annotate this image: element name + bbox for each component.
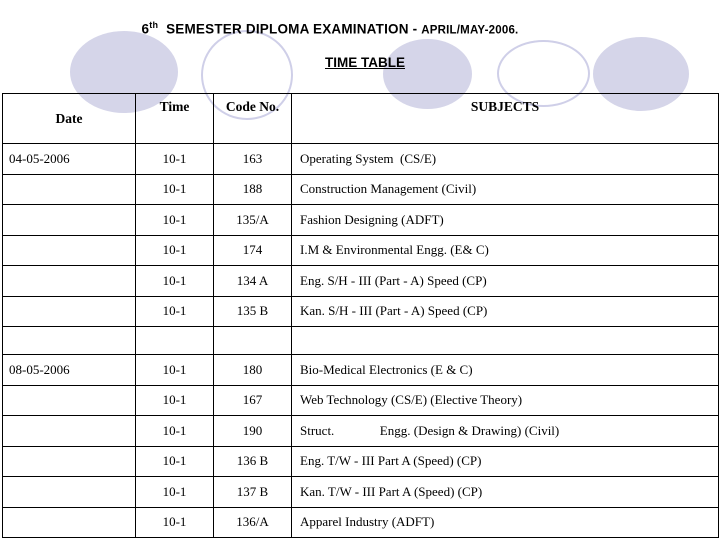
code-cell: 180	[213, 354, 292, 386]
date-cell	[2, 506, 136, 538]
subject-cell: Kan. S/H - III (Part - A) Speed (CP)	[291, 295, 719, 327]
date-cell	[2, 173, 136, 205]
code-cell: 190	[213, 415, 292, 447]
time-cell: 10-1	[135, 415, 214, 447]
table-row: 10-1 174 I.M & Environmental Engg. (E& C…	[2, 234, 719, 266]
title-ordinal: th	[149, 20, 159, 30]
exam-timetable: Date Time Code No. SUBJECTS 04-05-2006 1…	[2, 93, 719, 538]
code-cell: 167	[213, 384, 292, 416]
table-row: 10-1 167 Web Technology (CS/E) (Elective…	[2, 384, 719, 416]
page-title: 6th SEMESTER DIPLOMA EXAMINATION - APRIL…	[0, 20, 660, 37]
date-cell	[2, 295, 136, 327]
date-cell	[2, 445, 136, 477]
column-header-subjects: SUBJECTS	[291, 93, 719, 144]
date-cell	[2, 384, 136, 416]
code-cell: 135 B	[213, 295, 292, 327]
subject-cell: Eng. T/W - III Part A (Speed) (CP)	[291, 445, 719, 477]
date-cell: 08-05-2006	[2, 354, 136, 386]
subject-cell: I.M & Environmental Engg. (E& C)	[291, 234, 719, 266]
date-cell	[2, 476, 136, 508]
time-cell: 10-1	[135, 265, 214, 297]
table-row: 10-1 134 A Eng. S/H - III (Part - A) Spe…	[2, 265, 719, 297]
subject-cell: Operating System (CS/E)	[291, 143, 719, 175]
subject-cell: Kan. T/W - III Part A (Speed) (CP)	[291, 476, 719, 508]
time-cell: 10-1	[135, 143, 214, 175]
table-row: 10-1 135 B Kan. S/H - III (Part - A) Spe…	[2, 295, 719, 327]
subject-cell	[291, 326, 719, 355]
date-cell	[2, 204, 136, 236]
date-cell	[2, 265, 136, 297]
table-row: 10-1 136 B Eng. T/W - III Part A (Speed)…	[2, 445, 719, 477]
table-row-blank	[2, 326, 719, 355]
date-cell	[2, 326, 136, 355]
table-row: 04-05-2006 10-1 163 Operating System (CS…	[2, 143, 719, 175]
subject-cell: Bio-Medical Electronics (E & C)	[291, 354, 719, 386]
page-subtitle: TIME TABLE	[325, 55, 405, 70]
code-cell: 134 A	[213, 265, 292, 297]
subject-cell: Web Technology (CS/E) (Elective Theory)	[291, 384, 719, 416]
table-row: 10-1 190 Struct. Engg. (Design & Drawing…	[2, 415, 719, 447]
code-cell: 163	[213, 143, 292, 175]
title-number: 6	[141, 21, 150, 37]
code-cell: 135/A	[213, 204, 292, 236]
subject-cell: Eng. S/H - III (Part - A) Speed (CP)	[291, 265, 719, 297]
date-cell	[2, 234, 136, 266]
subject-cell: Construction Management (Civil)	[291, 173, 719, 205]
code-cell	[213, 326, 292, 355]
table-row: 10-1 135/A Fashion Designing (ADFT)	[2, 204, 719, 236]
subject-cell: Struct. Engg. (Design & Drawing) (Civil)	[291, 415, 719, 447]
column-header-time: Time	[135, 93, 214, 144]
time-cell: 10-1	[135, 204, 214, 236]
time-cell: 10-1	[135, 354, 214, 386]
header-row: Date Time Code No. SUBJECTS	[2, 93, 719, 144]
code-cell: 136/A	[213, 506, 292, 538]
subject-cell: Fashion Designing (ADFT)	[291, 204, 719, 236]
date-cell: 04-05-2006	[2, 143, 136, 175]
table-row: 08-05-2006 10-1 180 Bio-Medical Electron…	[2, 354, 719, 386]
time-cell: 10-1	[135, 295, 214, 327]
time-cell: 10-1	[135, 506, 214, 538]
column-header-date: Date	[2, 93, 136, 144]
title-session: APRIL/MAY-2006.	[421, 24, 519, 37]
time-cell: 10-1	[135, 476, 214, 508]
code-cell: 174	[213, 234, 292, 266]
time-cell: 10-1	[135, 173, 214, 205]
date-cell	[2, 415, 136, 447]
table-row: 10-1 188 Construction Management (Civil)	[2, 173, 719, 205]
table-row: 10-1 136/A Apparel Industry (ADFT)	[2, 506, 719, 538]
time-cell	[135, 326, 214, 355]
time-cell: 10-1	[135, 445, 214, 477]
column-header-code: Code No.	[213, 93, 292, 144]
table-row: 10-1 137 B Kan. T/W - III Part A (Speed)…	[2, 476, 719, 508]
code-cell: 188	[213, 173, 292, 205]
code-cell: 137 B	[213, 476, 292, 508]
subject-cell: Apparel Industry (ADFT)	[291, 506, 719, 538]
time-cell: 10-1	[135, 384, 214, 416]
title-text: SEMESTER DIPLOMA EXAMINATION -	[158, 21, 422, 37]
time-cell: 10-1	[135, 234, 214, 266]
code-cell: 136 B	[213, 445, 292, 477]
